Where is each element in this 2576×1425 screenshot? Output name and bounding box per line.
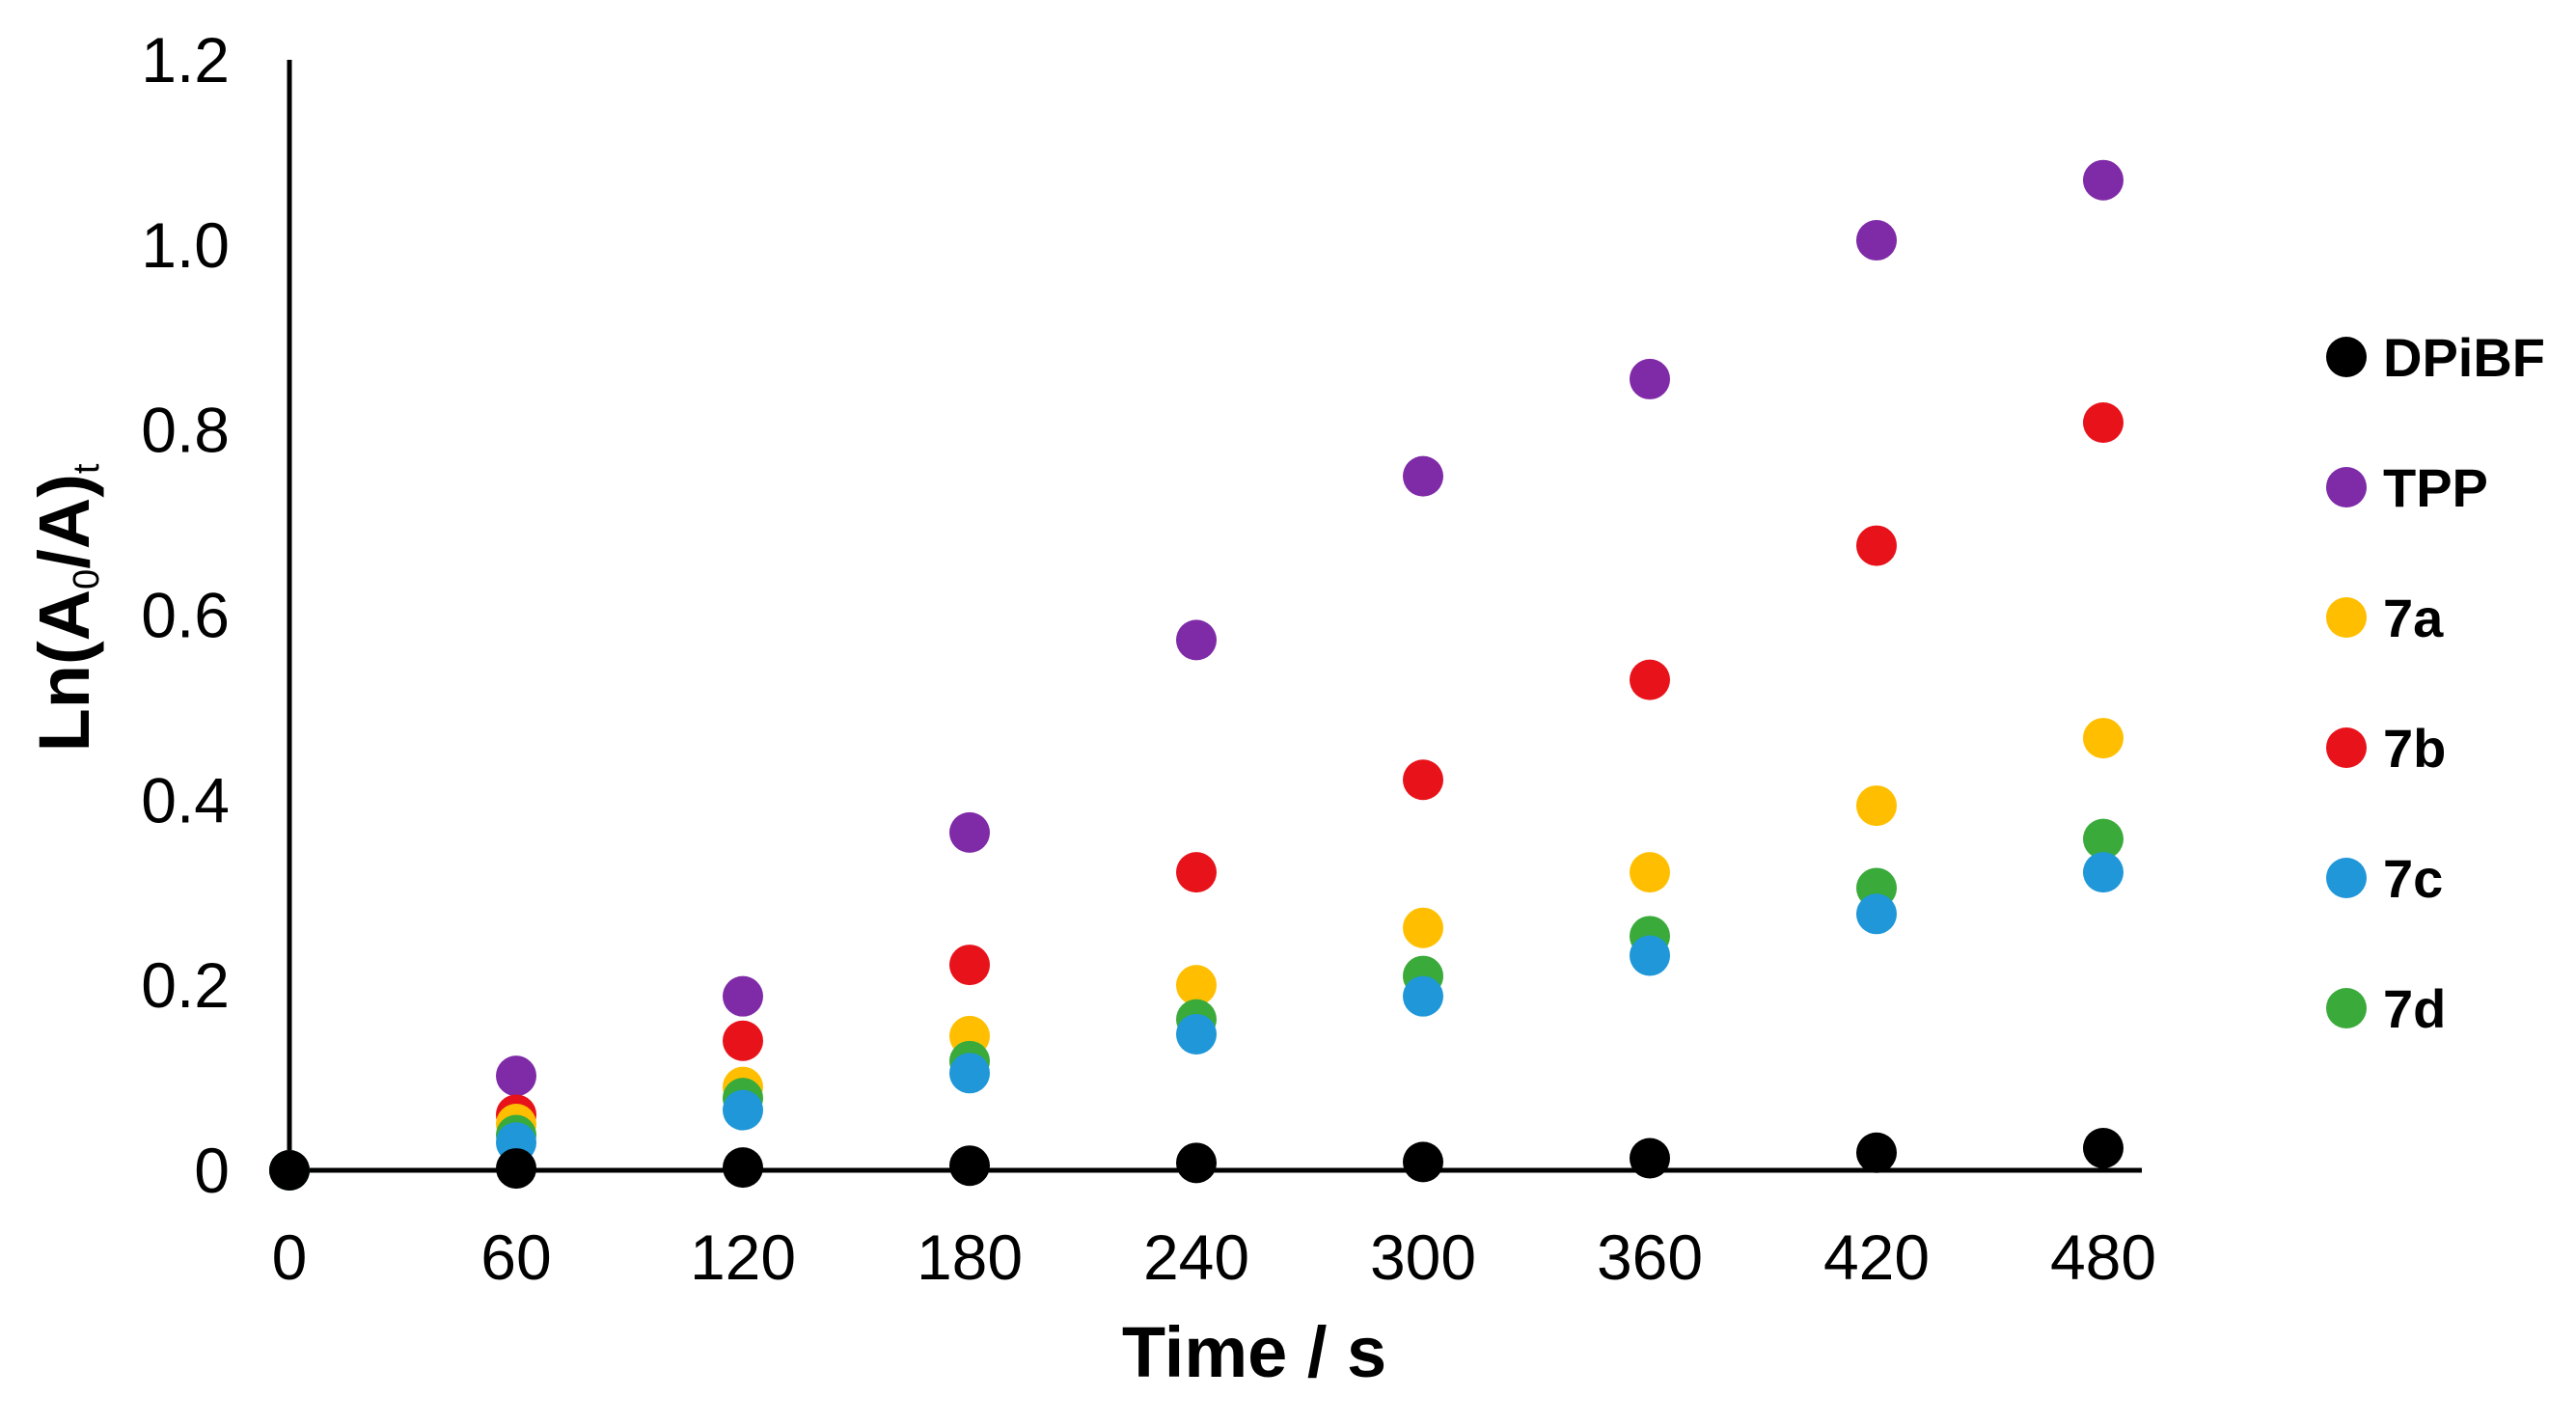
data-point-7c xyxy=(1856,893,1897,935)
data-point-7a xyxy=(1403,907,1443,948)
data-point-7c xyxy=(949,1053,990,1094)
data-point-tpp xyxy=(949,811,990,853)
legend-marker-7b xyxy=(2326,727,2367,768)
legend-label-7a: 7a xyxy=(2383,588,2444,648)
x-tick-label: 240 xyxy=(1143,1221,1249,1293)
data-point-tpp xyxy=(2083,159,2124,201)
y-axis-title-main: Ln(A xyxy=(24,589,104,753)
data-point-7b xyxy=(1856,525,1897,566)
data-point-7c xyxy=(2083,852,2124,893)
data-point-tpp xyxy=(1403,455,1443,497)
data-point-7c xyxy=(1403,975,1443,1017)
y-axis-title-subscript-t: t xyxy=(67,463,107,474)
legend-marker-7a xyxy=(2326,597,2367,638)
data-point-tpp xyxy=(1856,220,1897,261)
data-points xyxy=(269,159,2124,1191)
legend-label-tpp: TPP xyxy=(2383,457,2488,518)
y-axis-title-mid: /A) xyxy=(24,474,104,569)
data-point-7b xyxy=(1630,659,1670,700)
data-point-7c xyxy=(1630,935,1670,976)
y-tick-label: 0.6 xyxy=(141,580,230,651)
data-point-dpibf xyxy=(1856,1132,1897,1173)
x-tick-label: 480 xyxy=(2050,1221,2156,1293)
data-point-7a xyxy=(1630,852,1670,893)
legend-marker-7c xyxy=(2326,858,2367,898)
x-tick-label: 0 xyxy=(272,1221,308,1293)
data-point-tpp xyxy=(723,975,763,1017)
data-point-tpp xyxy=(1630,358,1670,399)
axes xyxy=(287,60,2142,1173)
data-point-tpp xyxy=(496,1055,536,1097)
x-tick-label: 60 xyxy=(480,1221,551,1293)
legend-marker-tpp xyxy=(2326,467,2367,507)
data-point-7b xyxy=(1403,759,1443,801)
y-tick-label: 0.8 xyxy=(141,395,230,466)
data-point-dpibf xyxy=(269,1150,310,1191)
y-axis-title: Ln(A0/A)t xyxy=(24,463,107,752)
legend-label-7d: 7d xyxy=(2383,978,2446,1039)
data-point-dpibf xyxy=(496,1148,536,1190)
y-axis-title-subscript-0: 0 xyxy=(67,569,107,589)
data-point-7a xyxy=(2083,718,2124,759)
data-point-tpp xyxy=(1176,619,1217,661)
data-point-dpibf xyxy=(1176,1142,1217,1184)
x-tick-label: 300 xyxy=(1370,1221,1476,1293)
data-point-dpibf xyxy=(1630,1137,1670,1179)
x-tick-label: 120 xyxy=(690,1221,796,1293)
y-tick-label: 0.4 xyxy=(141,764,230,836)
x-tick-label: 420 xyxy=(1823,1221,1930,1293)
data-point-7b xyxy=(723,1020,763,1061)
x-tick-label: 360 xyxy=(1597,1221,1703,1293)
legend-marker-7d xyxy=(2326,988,2367,1028)
data-point-7b xyxy=(2083,401,2124,443)
legend: DPiBF TPP 7a 7b 7c 7d xyxy=(2326,327,2545,1039)
data-point-7d xyxy=(2083,818,2124,860)
x-axis-title: Time / s xyxy=(1122,1312,1386,1392)
data-point-7a xyxy=(1176,965,1217,1006)
data-point-7c xyxy=(723,1089,763,1131)
legend-label-dpibf: DPiBF xyxy=(2383,327,2545,388)
data-point-7b xyxy=(1176,852,1217,893)
x-tick-label: 180 xyxy=(917,1221,1023,1293)
y-tick-labels: 0 0.2 0.4 0.6 0.8 1.0 1.2 xyxy=(141,24,230,1206)
data-point-7b xyxy=(949,945,990,986)
legend-label-7c: 7c xyxy=(2383,848,2443,909)
data-point-dpibf xyxy=(723,1147,763,1189)
y-tick-label: 0.2 xyxy=(141,949,230,1021)
y-tick-label: 1.2 xyxy=(141,24,230,96)
data-point-dpibf xyxy=(949,1145,990,1187)
x-tick-labels: 0 60 120 180 240 300 360 420 480 xyxy=(272,1221,2156,1293)
y-tick-label: 1.0 xyxy=(141,209,230,281)
data-point-dpibf xyxy=(2083,1127,2124,1168)
y-tick-label: 0 xyxy=(194,1135,230,1206)
legend-label-7b: 7b xyxy=(2383,718,2446,779)
data-point-dpibf xyxy=(1403,1141,1443,1183)
data-point-7c xyxy=(1176,1014,1217,1055)
data-point-7a xyxy=(1856,785,1897,827)
legend-marker-dpibf xyxy=(2326,337,2367,377)
